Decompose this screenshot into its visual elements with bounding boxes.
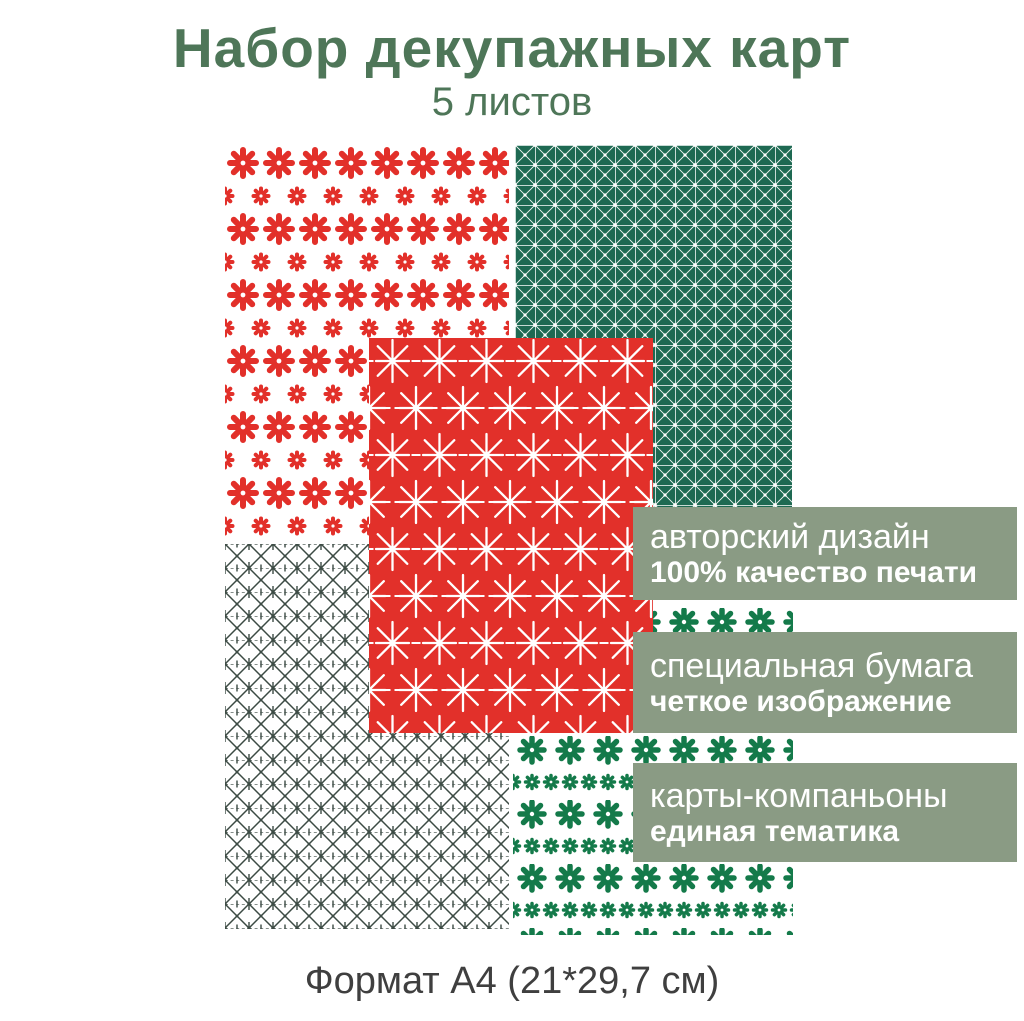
- feature-banner-paper: специальная бумага четкое изображение: [633, 632, 1017, 733]
- sheet-count-subtitle: 5 листов: [431, 80, 593, 124]
- feature-banner-design: авторский дизайн 100% качество печати: [633, 507, 1017, 600]
- page-title: Набор декупажных карт: [172, 17, 852, 79]
- format-label: Формат А4 (21*29,7 см): [304, 960, 720, 1002]
- banner-line-single-theme: единая тематика: [650, 814, 900, 848]
- sheet-white-stars-on-red: [369, 338, 653, 733]
- banner-line-print-quality: 100% качество печати: [650, 555, 978, 589]
- banner-line-special-paper: специальная бумага: [650, 646, 973, 685]
- banner-line-sharp-image: четкое изображение: [650, 684, 952, 718]
- banner-line-companion-cards: карты-компаньоны: [650, 776, 948, 815]
- feature-banner-companions: карты-компаньоны единая тематика: [633, 763, 1017, 862]
- banner-line-author-design: авторский дизайн: [650, 517, 930, 556]
